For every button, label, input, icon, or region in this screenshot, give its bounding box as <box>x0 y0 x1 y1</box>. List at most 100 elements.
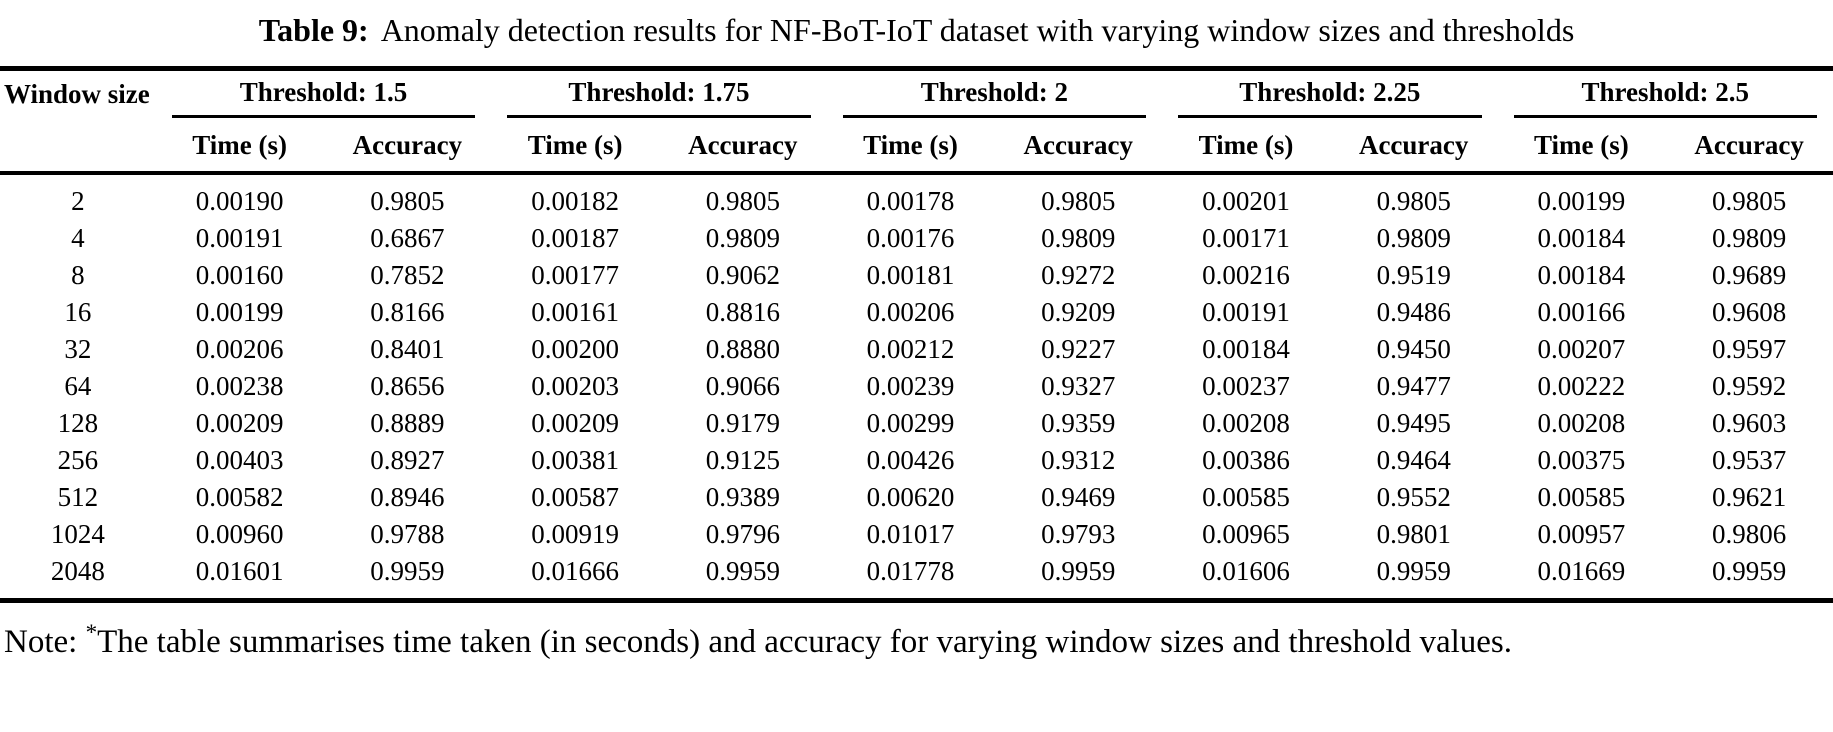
accuracy-header: Accuracy <box>658 118 827 175</box>
time-cell: 0.00960 <box>195 519 284 549</box>
accuracy-cell: 0.7852 <box>370 260 445 290</box>
accuracy-cell: 0.8166 <box>370 297 445 327</box>
results-table: Window size Threshold: 1.5 Threshold: 1.… <box>0 66 1833 603</box>
time-cell: 0.00176 <box>866 223 955 253</box>
time-cell: 0.01666 <box>531 556 619 586</box>
group-header-row: Window size Threshold: 1.5 Threshold: 1.… <box>0 68 1833 175</box>
time-cell: 0.00184 <box>1537 260 1626 290</box>
time-cell: 0.00191 <box>1202 297 1290 327</box>
time-cell: 0.00199 <box>1537 186 1626 216</box>
time-cell: 0.00199 <box>195 297 284 327</box>
time-cell: 0.00209 <box>195 408 284 438</box>
time-cell: 0.00585 <box>1537 482 1626 512</box>
window-size-cell: 128 <box>57 408 99 438</box>
time-cell: 0.00299 <box>866 408 955 438</box>
accuracy-cell: 0.9788 <box>370 519 445 549</box>
accuracy-cell: 0.9272 <box>1041 260 1116 290</box>
accuracy-cell: 0.9495 <box>1376 408 1451 438</box>
time-header: Time (s) <box>1497 118 1666 175</box>
time-cell: 0.00190 <box>195 186 284 216</box>
table-row: 4 0.00191 0.6867 0.00187 0.9809 0.00176 0.9809… <box>0 220 1833 257</box>
table-row: 32 0.00206 0.8401 0.00200 0.8880 0.00212 0.922… <box>0 331 1833 368</box>
accuracy-header: Accuracy <box>994 118 1163 175</box>
time-cell: 0.00965 <box>1202 519 1290 549</box>
time-header: Time (s) <box>826 118 995 175</box>
window-size-cell: 1024 <box>50 519 105 549</box>
accuracy-cell: 0.8880 <box>705 334 780 364</box>
time-cell: 0.00381 <box>531 445 619 475</box>
accuracy-cell: 0.9805 <box>370 186 445 216</box>
table-row: 512 0.00582 0.8946 0.00587 0.9389 0.00620 0.94… <box>0 479 1833 516</box>
accuracy-cell: 0.9801 <box>1376 519 1451 549</box>
accuracy-cell: 0.9959 <box>1712 556 1787 586</box>
accuracy-cell: 0.9689 <box>1712 260 1787 290</box>
window-size-cell: 2048 <box>50 556 105 586</box>
accuracy-cell: 0.9805 <box>1041 186 1116 216</box>
accuracy-cell: 0.6867 <box>370 223 445 253</box>
time-cell: 0.00177 <box>531 260 619 290</box>
time-cell: 0.00184 <box>1202 334 1290 364</box>
time-cell: 0.01606 <box>1202 556 1290 586</box>
group-label: Threshold: 1.75 <box>507 79 811 118</box>
accuracy-cell: 0.9809 <box>1712 223 1787 253</box>
window-size-cell: 16 <box>64 297 92 327</box>
time-cell: 0.00582 <box>195 482 284 512</box>
accuracy-cell: 0.9809 <box>1041 223 1116 253</box>
time-cell: 0.01017 <box>866 519 955 549</box>
table-caption: Table 9: Anomaly detection results for NF… <box>0 6 1833 50</box>
window-size-cell: 64 <box>64 371 92 401</box>
accuracy-cell: 0.9125 <box>705 445 780 475</box>
accuracy-cell: 0.8816 <box>705 297 780 327</box>
accuracy-cell: 0.9608 <box>1712 297 1787 327</box>
accuracy-cell: 0.9621 <box>1712 482 1787 512</box>
group-label: Threshold: 2.25 <box>1178 79 1482 118</box>
time-cell: 0.00203 <box>531 371 619 401</box>
window-size-cell: 32 <box>64 334 92 364</box>
time-cell: 0.00166 <box>1537 297 1626 327</box>
note-prefix: Note: <box>4 624 86 660</box>
table-row: 2 0.00190 0.9805 0.00182 0.9805 0.00178 0.9805… <box>0 173 1833 220</box>
time-cell: 0.00212 <box>866 334 955 364</box>
accuracy-cell: 0.9519 <box>1376 260 1451 290</box>
time-cell: 0.00238 <box>195 371 284 401</box>
time-cell: 0.00585 <box>1202 482 1290 512</box>
table-title-text: Anomaly detection results for NF-BoT-IoT… <box>380 12 1575 48</box>
sub-header-row: Time (s) Accuracy Time (s) Accuracy Time… <box>0 118 1833 175</box>
time-cell: 0.00403 <box>195 445 284 475</box>
accuracy-cell: 0.9389 <box>705 482 780 512</box>
accuracy-cell: 0.9227 <box>1041 334 1116 364</box>
group-label: Threshold: 2 <box>842 79 1147 118</box>
time-cell: 0.00187 <box>531 223 619 253</box>
time-cell: 0.00178 <box>866 186 955 216</box>
table-row: 2048 0.01601 0.9959 0.01666 0.9959 0.01778 0.9… <box>0 553 1833 601</box>
time-cell: 0.00209 <box>531 408 619 438</box>
accuracy-cell: 0.9592 <box>1712 371 1787 401</box>
accuracy-cell: 0.9477 <box>1376 371 1451 401</box>
accuracy-cell: 0.9959 <box>1041 556 1116 586</box>
time-cell: 0.01778 <box>866 556 955 586</box>
accuracy-cell: 0.9805 <box>1376 186 1451 216</box>
time-cell: 0.00206 <box>195 334 284 364</box>
accuracy-cell: 0.9179 <box>705 408 780 438</box>
note-star: * <box>85 619 98 645</box>
time-header: Time (s) <box>155 118 324 175</box>
accuracy-cell: 0.9464 <box>1376 445 1451 475</box>
time-cell: 0.00160 <box>195 260 284 290</box>
window-size-cell: 2 <box>71 186 85 216</box>
group-header-threshold-2-25: Threshold: 2.25 <box>1162 69 1497 118</box>
time-cell: 0.00237 <box>1202 371 1290 401</box>
accuracy-cell: 0.9805 <box>705 186 780 216</box>
table-note: Note: *The table summarises time taken (… <box>0 619 1734 667</box>
time-cell: 0.00208 <box>1537 408 1626 438</box>
accuracy-cell: 0.9552 <box>1376 482 1451 512</box>
group-header-threshold-2: Threshold: 2 <box>827 69 1162 118</box>
accuracy-cell: 0.9959 <box>705 556 780 586</box>
table-row: 8 0.00160 0.7852 0.00177 0.9062 0.00181 0.9272… <box>0 257 1833 294</box>
time-cell: 0.00919 <box>531 519 619 549</box>
accuracy-cell: 0.9796 <box>705 519 780 549</box>
window-size-cell: 8 <box>71 260 85 290</box>
accuracy-cell: 0.9209 <box>1041 297 1116 327</box>
accuracy-cell: 0.8889 <box>370 408 445 438</box>
window-size-header: Window size <box>0 68 156 175</box>
